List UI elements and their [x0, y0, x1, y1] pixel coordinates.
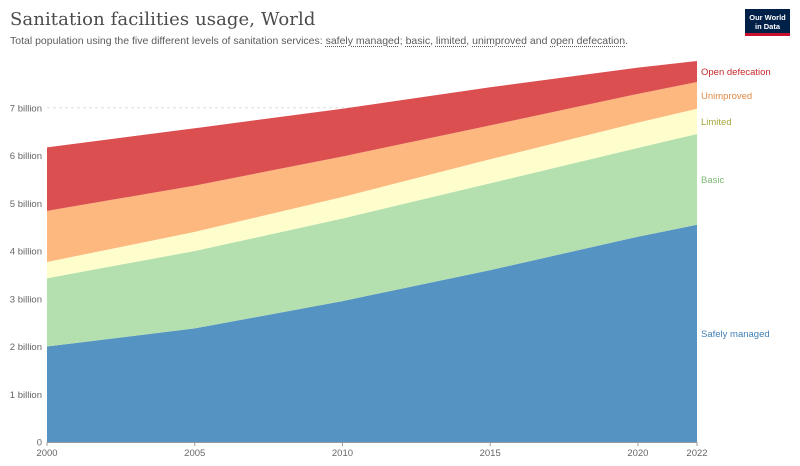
series-label-basic[interactable]: Basic [701, 175, 724, 186]
subtitle-separator: . [625, 35, 628, 47]
subtitle-term-open-defecation[interactable]: open defecation [550, 35, 626, 47]
y-tick-label: 2 billion [10, 342, 42, 353]
x-tick-label: 2020 [627, 448, 648, 459]
subtitle-term-basic[interactable]: basic [405, 35, 431, 47]
series-label-open-defecation[interactable]: Open defecation [701, 67, 771, 78]
area-basic[interactable] [47, 134, 697, 347]
y-tick-label: 1 billion [10, 390, 42, 401]
y-tick-label: 3 billion [10, 294, 42, 305]
subtitle-separator: , [466, 35, 473, 47]
x-tick-label: 2005 [184, 448, 205, 459]
chart-title: Sanitation facilities usage, World [10, 9, 316, 30]
x-tick-label: 2000 [36, 448, 57, 459]
y-tick-label: 7 billion [10, 103, 42, 114]
y-tick-label: 6 billion [10, 151, 42, 162]
subtitle-term-safely-managed[interactable]: safely managed [325, 35, 400, 47]
series-label-unimproved[interactable]: Unimproved [701, 91, 752, 102]
y-tick-label: 4 billion [10, 247, 42, 258]
subtitle-term-limited[interactable]: limited [435, 35, 467, 47]
owid-logo[interactable]: Our World in Data [745, 9, 790, 36]
subtitle-lead: Total population using the five differen… [10, 35, 326, 47]
subtitle-separator: ; [399, 35, 406, 47]
logo-line-1: Our World [749, 13, 786, 22]
area-series [47, 61, 697, 442]
subtitle-separator: , [430, 35, 436, 47]
area-unimproved[interactable] [47, 82, 697, 262]
x-tick-label: 2022 [686, 448, 707, 459]
logo-line-2: in Data [754, 22, 780, 31]
chart-subtitle: Total population using the five differen… [10, 35, 628, 47]
axes: 0 1 billion 2 billion 3 billion 4 billion 5 b… [10, 103, 708, 459]
subtitle-separator: and [526, 35, 551, 47]
series-label-safely-managed[interactable]: Safely managed [701, 329, 770, 340]
y-tick-label: 0 [37, 438, 42, 449]
area-open-defecation[interactable] [47, 61, 697, 211]
subtitle-term-unimproved[interactable]: unimproved [472, 35, 527, 47]
y-tick-label: 5 billion [10, 199, 42, 210]
series-label-limited[interactable]: Limited [701, 117, 732, 128]
x-tick-label: 2015 [480, 448, 501, 459]
series-labels: Safely managed Basic Limited Unimproved Open… [701, 67, 771, 340]
area-safely-managed[interactable] [47, 224, 697, 442]
x-tick-label: 2010 [332, 448, 353, 459]
area-limited[interactable] [47, 108, 697, 279]
